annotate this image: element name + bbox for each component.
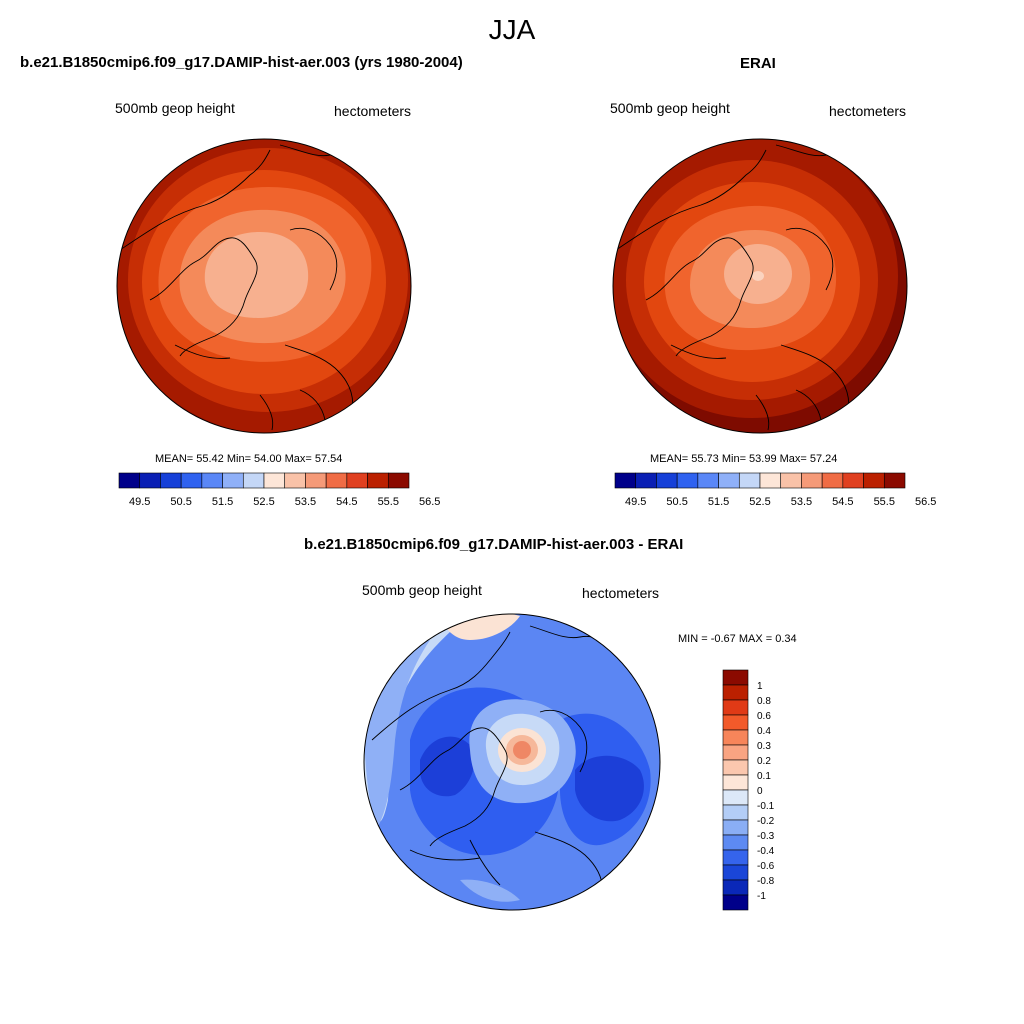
colorbar-difference: 1 0.8 0.6 0.4 0.3 0.2 0.1 0 -0.1 -0.2 -0.3 -0.4 -0.6… bbox=[722, 669, 775, 911]
colorbar-swatch bbox=[722, 804, 749, 821]
colorbar-tick-label: 51.5 bbox=[708, 496, 729, 508]
season-title: JJA bbox=[488, 14, 536, 45]
colorbar-swatch bbox=[821, 472, 844, 489]
panel-3-units: hectometers bbox=[582, 585, 660, 601]
colorbar-tick-label: 49.5 bbox=[625, 496, 646, 508]
colorbar-tick-label: 55.5 bbox=[378, 496, 399, 508]
colorbar-swatch bbox=[656, 472, 678, 489]
colorbar-swatch bbox=[614, 472, 637, 489]
colorbar-tick-label: -1 bbox=[757, 891, 766, 902]
colorbar-tick-label: 0.8 bbox=[757, 696, 771, 707]
colorbar-tick-label: 54.5 bbox=[832, 496, 853, 508]
colorbar-tick-label: 49.5 bbox=[129, 496, 150, 508]
panel-1-stats: MEAN= 55.42 Min= 54.00 Max= 57.54 bbox=[155, 453, 343, 465]
colorbar-tick-label: -0.4 bbox=[757, 846, 775, 857]
map-panel-2-border bbox=[612, 138, 908, 434]
colorbar-swatch bbox=[118, 472, 141, 489]
colorbar-swatch bbox=[160, 472, 182, 489]
panel-1-title: b.e21.B1850cmip6.f09_g17.DAMIP-hist-aer.… bbox=[20, 54, 463, 71]
colorbar-tick-label: 53.5 bbox=[791, 496, 812, 508]
colorbar-tick-label: 0.1 bbox=[757, 771, 771, 782]
panel-3-stats: MIN = -0.67 MAX = 0.34 bbox=[678, 633, 797, 645]
colorbar-swatch bbox=[325, 472, 348, 489]
colorbar-swatch bbox=[722, 834, 749, 851]
colorbar-tick-label: 52.5 bbox=[749, 496, 770, 508]
colorbar-swatch bbox=[722, 894, 749, 911]
colorbar-swatch bbox=[722, 879, 749, 896]
colorbar-swatch bbox=[801, 472, 823, 489]
panel-3-variable: 500mb geop height bbox=[362, 582, 482, 598]
panel-2-units: hectometers bbox=[829, 103, 907, 119]
colorbar-swatch bbox=[263, 472, 286, 489]
colorbar-swatch bbox=[722, 729, 749, 746]
colorbar-swatch bbox=[697, 472, 719, 489]
colorbar-tick-label: 52.5 bbox=[253, 496, 274, 508]
colorbar-swatch bbox=[346, 472, 368, 489]
colorbar-tick-label: -0.1 bbox=[757, 801, 775, 812]
colorbar-panel-1: 49.5 50.5 51.5 52.5 53.5 54.5 55.5 56.5 bbox=[118, 472, 440, 508]
colorbar-tick-label: -0.8 bbox=[757, 876, 775, 887]
colorbar-tick-label: 0.3 bbox=[757, 741, 771, 752]
colorbar-swatch bbox=[139, 472, 161, 489]
colorbar-swatch bbox=[883, 472, 906, 489]
colorbar-tick-label: 50.5 bbox=[666, 496, 687, 508]
colorbar-swatch bbox=[738, 472, 761, 489]
colorbar-tick-label: -0.6 bbox=[757, 861, 775, 872]
colorbar-swatch bbox=[759, 472, 782, 489]
panel-1-variable: 500mb geop height bbox=[115, 100, 235, 116]
colorbar-swatch bbox=[305, 472, 327, 489]
colorbar-panel-2: 49.5 50.5 51.5 52.5 53.5 54.5 55.5 56.5 bbox=[614, 472, 936, 508]
colorbar-swatch bbox=[242, 472, 265, 489]
colorbar-tick-label: 0.2 bbox=[757, 756, 771, 767]
map-panel-3-border bbox=[363, 613, 661, 911]
colorbar-tick-label: 56.5 bbox=[419, 496, 440, 508]
colorbar-tick-label: -0.2 bbox=[757, 816, 775, 827]
colorbar-swatch bbox=[722, 864, 749, 881]
colorbar-swatch bbox=[635, 472, 657, 489]
colorbar-swatch bbox=[222, 472, 244, 489]
colorbar-swatch bbox=[722, 849, 749, 866]
colorbar-swatch bbox=[722, 819, 749, 836]
panel-2-variable: 500mb geop height bbox=[610, 100, 730, 116]
panel-2-title: ERAI bbox=[740, 55, 776, 72]
colorbar-swatch bbox=[722, 714, 749, 731]
colorbar-tick-label: -0.3 bbox=[757, 831, 775, 842]
colorbar-swatch bbox=[863, 472, 885, 489]
colorbar-tick-label: 51.5 bbox=[212, 496, 233, 508]
colorbar-swatch bbox=[722, 774, 749, 791]
colorbar-swatch bbox=[284, 472, 306, 489]
colorbar-tick-label: 56.5 bbox=[915, 496, 936, 508]
colorbar-tick-label: 0 bbox=[757, 786, 763, 797]
colorbar-swatch bbox=[387, 472, 410, 489]
colorbar-swatch bbox=[722, 789, 749, 806]
colorbar-tick-label: 0.4 bbox=[757, 726, 771, 737]
colorbar-swatch bbox=[722, 759, 749, 776]
colorbar-tick-label: 55.5 bbox=[874, 496, 895, 508]
colorbar-tick-label: 50.5 bbox=[170, 496, 191, 508]
colorbar-swatch bbox=[180, 472, 203, 489]
colorbar-swatch bbox=[367, 472, 389, 489]
colorbar-tick-label: 54.5 bbox=[336, 496, 357, 508]
panel-2-stats: MEAN= 55.73 Min= 53.99 Max= 57.24 bbox=[650, 453, 838, 465]
colorbar-swatch bbox=[780, 472, 802, 489]
colorbar-swatch bbox=[722, 744, 749, 761]
map-panel-1 bbox=[117, 139, 411, 433]
colorbar-tick-label: 53.5 bbox=[295, 496, 316, 508]
panel-3-title: b.e21.B1850cmip6.f09_g17.DAMIP-hist-aer.… bbox=[304, 536, 684, 553]
colorbar-swatch bbox=[676, 472, 699, 489]
colorbar-swatch bbox=[722, 669, 749, 686]
map-panel-1-border bbox=[116, 138, 412, 434]
colorbar-tick-label: 0.6 bbox=[757, 711, 771, 722]
colorbar-tick-label: 1 bbox=[757, 681, 763, 692]
panel-1-units: hectometers bbox=[334, 103, 412, 119]
colorbar-swatch bbox=[722, 684, 749, 701]
colorbar-swatch bbox=[722, 699, 749, 716]
map-panel-2 bbox=[613, 139, 907, 433]
colorbar-swatch bbox=[718, 472, 740, 489]
colorbar-swatch bbox=[842, 472, 864, 489]
colorbar-swatch bbox=[201, 472, 223, 489]
